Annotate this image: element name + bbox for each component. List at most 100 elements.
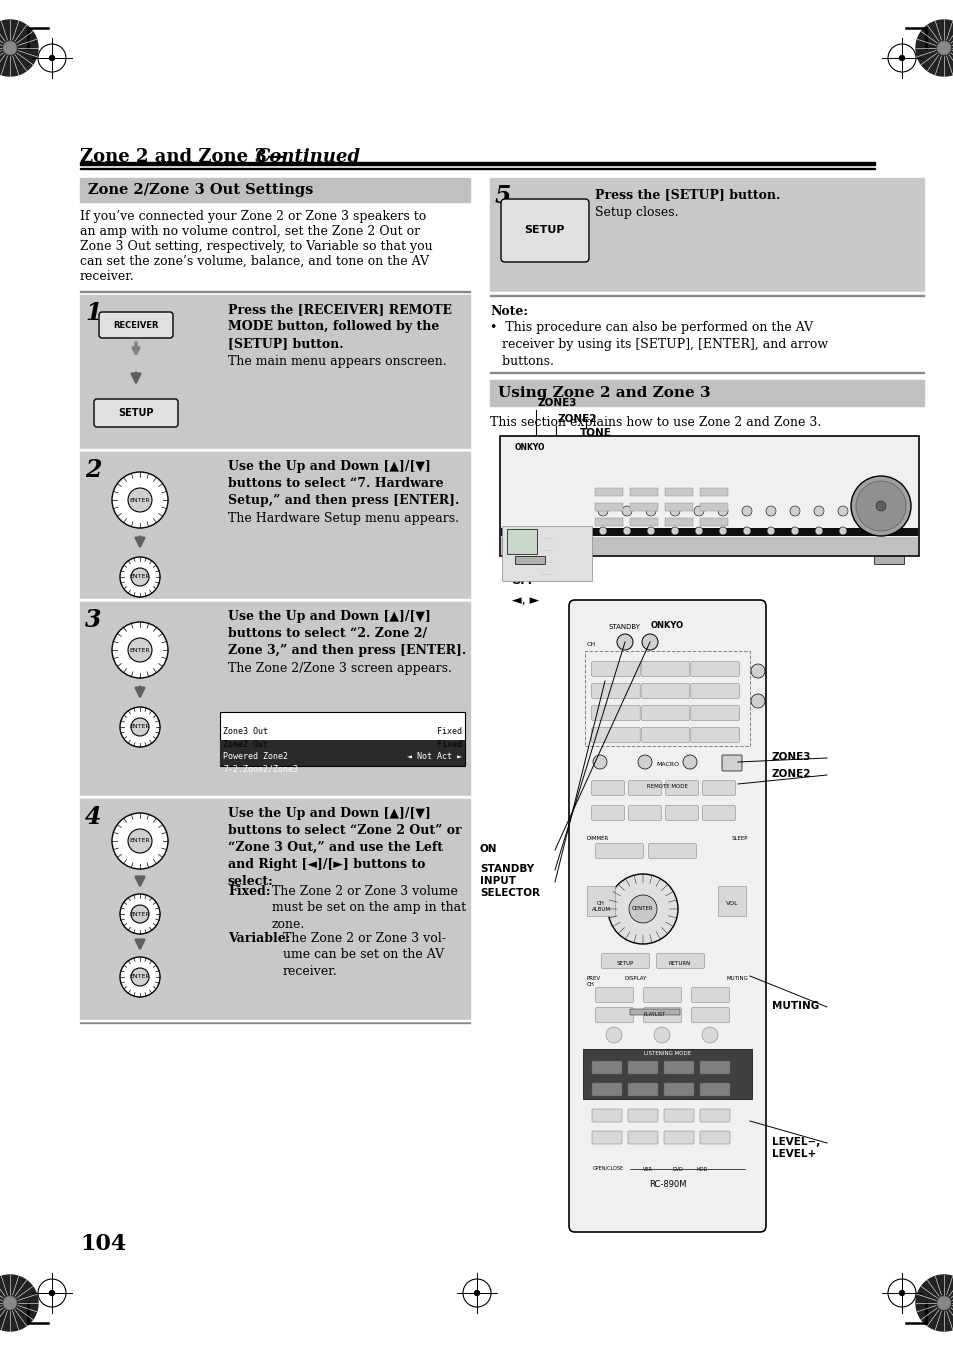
FancyBboxPatch shape [591,805,624,820]
Text: ON: ON [479,844,497,854]
Circle shape [646,527,655,535]
FancyBboxPatch shape [656,954,703,969]
Bar [718,886,745,916]
FancyBboxPatch shape [665,781,698,796]
Text: ENTER: ENTER [130,912,151,916]
FancyBboxPatch shape [701,781,735,796]
Bar [582,1048,751,1098]
Circle shape [598,527,606,535]
Circle shape [838,527,846,535]
Bar [80,798,470,1021]
Text: OFF: OFF [512,576,536,586]
Circle shape [131,905,149,923]
FancyBboxPatch shape [627,1061,658,1074]
Circle shape [741,507,751,516]
Text: OPEN/CLOSE: OPEN/CLOSE [593,1165,623,1170]
Circle shape [719,527,726,535]
Bar [490,295,923,296]
Text: LEVEL−,
LEVEL+: LEVEL−, LEVEL+ [771,1138,820,1159]
Text: SLEEP: SLEEP [731,836,747,842]
FancyBboxPatch shape [700,1109,729,1121]
Circle shape [790,527,799,535]
Text: Setup closes.: Setup closes. [595,205,678,219]
Circle shape [813,507,823,516]
Text: TONE: TONE [579,428,611,438]
FancyBboxPatch shape [691,988,729,1002]
Circle shape [605,1027,621,1043]
FancyBboxPatch shape [591,781,624,796]
Bar [490,178,923,293]
Text: ZONE2: ZONE2 [558,413,597,424]
Text: CH: CH [586,642,596,647]
FancyBboxPatch shape [690,662,739,677]
Circle shape [607,874,678,944]
Circle shape [645,507,656,516]
Text: The Zone 2 or Zone 3 volume
must be set on the amp in that
zone.: The Zone 2 or Zone 3 volume must be set … [272,885,466,931]
Circle shape [765,507,775,516]
Bar [500,536,917,555]
Bar [629,488,658,496]
Text: SETUP: SETUP [524,226,565,235]
FancyBboxPatch shape [592,1109,621,1121]
FancyBboxPatch shape [663,1061,693,1074]
Circle shape [622,527,630,535]
Bar [506,530,537,554]
Circle shape [112,621,168,678]
Text: 7-2.Zone2/Zone3: 7-2.Zone2/Zone3 [223,765,297,774]
Bar [629,1009,679,1015]
FancyBboxPatch shape [690,727,739,743]
Bar [500,528,917,536]
FancyBboxPatch shape [595,843,643,858]
Circle shape [701,1027,718,1043]
FancyBboxPatch shape [94,399,178,427]
Text: Use the Up and Down [▲]/[▼]
buttons to select “Zone 2 Out” or
“Zone 3 Out,” and : Use the Up and Down [▲]/[▼] buttons to s… [228,807,461,888]
Text: - - - - -: - - - - - [541,561,554,563]
Bar [499,436,918,557]
Circle shape [670,527,679,535]
Text: LISTENING MODE: LISTENING MODE [643,1051,690,1056]
Circle shape [128,830,152,852]
Text: ENTER: ENTER [130,497,151,503]
Circle shape [875,501,885,511]
Circle shape [621,507,631,516]
FancyBboxPatch shape [640,727,689,743]
Circle shape [112,813,168,869]
Text: Variable:: Variable: [228,932,290,944]
Text: 3: 3 [85,608,101,632]
Bar [873,557,903,563]
FancyBboxPatch shape [721,755,741,771]
Circle shape [120,557,160,597]
Polygon shape [915,1275,953,1331]
Bar [501,526,592,581]
Circle shape [3,1296,17,1310]
Circle shape [638,755,651,769]
Bar [80,449,470,450]
Text: ONKYO: ONKYO [515,443,545,453]
Bar [80,598,470,600]
FancyBboxPatch shape [643,1008,680,1023]
Circle shape [617,634,633,650]
Bar [595,503,622,511]
FancyBboxPatch shape [663,1131,693,1144]
Text: ONKYO: ONKYO [650,621,683,630]
Text: 104: 104 [80,1233,126,1255]
FancyBboxPatch shape [640,705,689,720]
Text: ZONE2: ZONE2 [771,769,811,780]
Bar [220,753,464,766]
FancyBboxPatch shape [627,1131,658,1144]
Circle shape [750,694,764,708]
FancyBboxPatch shape [643,988,680,1002]
FancyBboxPatch shape [627,1109,658,1121]
Text: - - - - -: - - - - - [541,536,554,540]
Polygon shape [0,20,38,76]
Text: DIMMER: DIMMER [586,836,609,842]
Bar [490,380,923,407]
Text: Press the [RECEIVER] REMOTE
MODE button, followed by the
[SETUP] button.: Press the [RECEIVER] REMOTE MODE button,… [228,303,452,350]
Bar [595,488,622,496]
FancyBboxPatch shape [691,1008,729,1023]
Text: Continued: Continued [255,149,360,166]
Text: Use the Up and Down [▲]/[▼]
buttons to select “2. Zone 2/
Zone 3,” and then pres: Use the Up and Down [▲]/[▼] buttons to s… [228,611,466,657]
FancyBboxPatch shape [700,1131,729,1144]
Text: The main menu appears onscreen.: The main menu appears onscreen. [228,355,446,367]
Text: ZONE3: ZONE3 [771,753,811,762]
